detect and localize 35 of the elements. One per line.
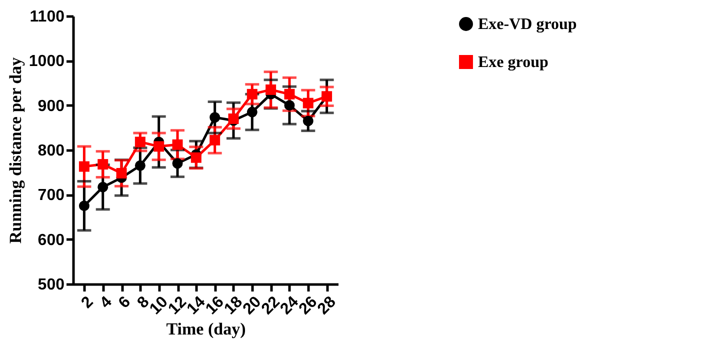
y-tick-label: 1100 [30, 8, 65, 26]
point [172, 139, 183, 150]
point [78, 200, 90, 212]
point [210, 112, 220, 123]
point [98, 159, 108, 170]
point [172, 158, 183, 169]
point [190, 152, 202, 163]
y-tick-label: 800 [38, 142, 65, 160]
point [134, 136, 146, 148]
point [302, 116, 314, 126]
y-tick-label: 600 [38, 232, 65, 249]
point [246, 106, 258, 118]
point [134, 160, 146, 171]
point [210, 134, 220, 146]
point [266, 84, 276, 95]
legend-label: Exe-VD group [478, 16, 577, 33]
point [246, 88, 258, 100]
point [284, 100, 295, 111]
y-axis-title: Running distance per day [6, 56, 25, 244]
x-axis-title: Time (day) [166, 319, 246, 338]
y-tick-label: 500 [38, 276, 65, 294]
y-tick-label: 700 [38, 187, 65, 204]
point [98, 182, 108, 192]
x-tick-label: 6 [116, 293, 134, 312]
legend-label: Exe group [478, 54, 548, 71]
point [116, 168, 127, 178]
point [284, 88, 295, 100]
y-tick-label: 900 [38, 98, 65, 115]
point [154, 141, 164, 152]
point [78, 161, 90, 172]
y-tick-label: 1000 [28, 53, 65, 70]
point [302, 98, 314, 108]
x-tick-label: 2 [78, 293, 97, 312]
x-tick-label: 28 [314, 293, 340, 318]
x-tick-label: 4 [97, 293, 116, 312]
